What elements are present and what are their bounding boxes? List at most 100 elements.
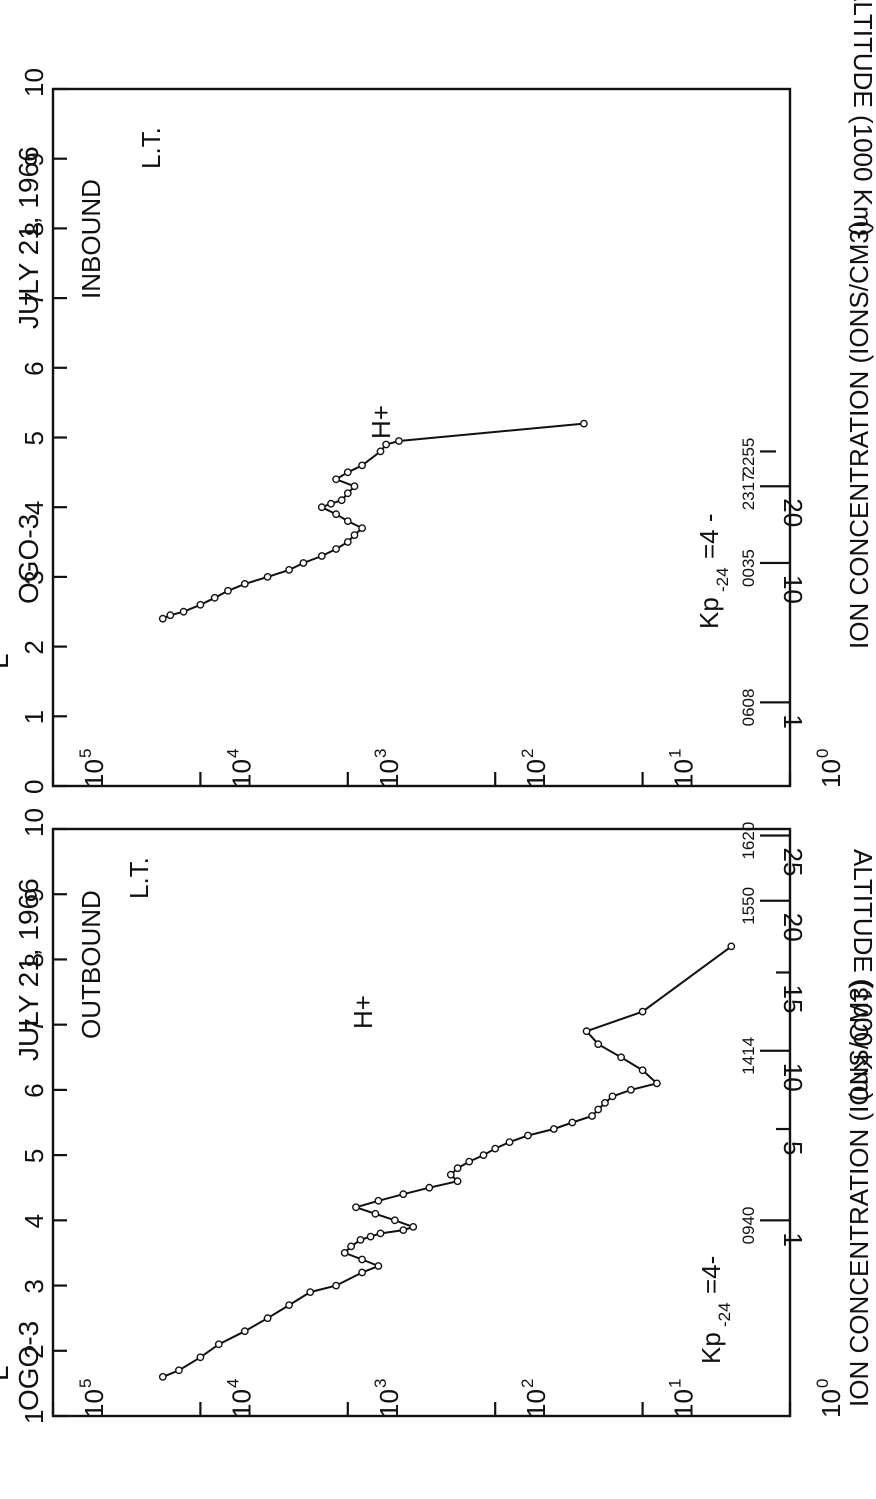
data-point — [425, 1183, 434, 1192]
l-tick-label: 3 — [19, 1279, 49, 1293]
x-tick-exponent: 1 — [666, 1379, 685, 1388]
x-tick-label: 10 — [226, 1389, 256, 1418]
data-point — [594, 1105, 603, 1114]
kp-label: Kp -24 =4 - — [694, 513, 732, 629]
data-point — [580, 419, 588, 428]
data-point — [358, 1268, 366, 1277]
data-point — [582, 1027, 591, 1036]
data-point — [366, 1232, 375, 1241]
x-tick-exponent: 5 — [76, 749, 95, 758]
data-point — [196, 600, 205, 609]
alt-tick-label: 10 — [778, 1063, 808, 1092]
data-point — [196, 1353, 205, 1362]
svg-text:=4-: =4- — [696, 1256, 726, 1294]
l-tick-label: 2 — [19, 1344, 49, 1358]
svg-text:Kp: Kp — [696, 1332, 726, 1364]
lt-tick-label: 1550 — [739, 887, 758, 925]
lt-tick-label: 0940 — [739, 1207, 758, 1245]
x-tick-label: 10 — [226, 759, 256, 788]
data-point — [376, 447, 385, 456]
data-point — [594, 1040, 603, 1049]
data-point — [263, 1314, 272, 1323]
data-point — [727, 942, 736, 951]
data-point — [638, 1066, 647, 1075]
data-point — [627, 1086, 635, 1094]
x-tick-exponent: 0 — [813, 1379, 832, 1388]
data-point — [224, 586, 232, 595]
satellite-label: OGO-3 — [13, 514, 44, 604]
data-point — [158, 1372, 167, 1381]
data-point — [332, 475, 340, 484]
data-point — [371, 1209, 380, 1218]
svg-text:-24: -24 — [715, 1302, 734, 1327]
data-point — [214, 1340, 223, 1349]
x-tick-exponent: 2 — [518, 749, 537, 758]
l-tick-label: 4 — [19, 501, 49, 515]
data-point — [374, 1196, 383, 1205]
data-point — [317, 503, 326, 512]
data-point — [285, 566, 293, 574]
data-point — [352, 1203, 360, 1212]
data-point — [479, 1151, 488, 1160]
data-point — [174, 1366, 183, 1375]
data-point — [343, 517, 352, 525]
data-point — [653, 1079, 661, 1088]
data-point — [638, 1007, 647, 1016]
alt-tick-label: 15 — [778, 984, 808, 1013]
plot-frame — [51, 87, 792, 788]
y-ticks: 0 1 2 3 4 5 6 7 8 9 10 — [19, 68, 67, 794]
data-point — [374, 1262, 383, 1270]
x-tick-label: 10 — [79, 1389, 109, 1418]
data-point — [409, 1223, 418, 1231]
data-point — [446, 1170, 455, 1179]
x-tick-exponent: 0 — [813, 749, 832, 758]
data-point — [524, 1131, 532, 1140]
x-tick-label: 10 — [521, 1389, 551, 1418]
lt-tick-label: 2255 — [739, 438, 758, 476]
data-point — [350, 531, 359, 539]
l-tick-label: 10 — [19, 808, 49, 837]
data-point — [358, 461, 366, 470]
data-point — [343, 468, 352, 477]
data-point — [350, 482, 359, 491]
x-tick-label: 10 — [374, 1389, 404, 1418]
x-tick-label: 10 — [669, 1389, 699, 1418]
svg-text:=4 -: =4 - — [694, 513, 724, 559]
l-tick-label: 5 — [19, 431, 49, 445]
data-point — [465, 1157, 474, 1166]
date-label: JULY 21, 1966 — [13, 878, 44, 1061]
data-point — [356, 1235, 365, 1244]
data-point — [358, 1255, 366, 1264]
y-axis-label: L — [0, 653, 14, 669]
date-label: JULY 21, 1966 — [13, 146, 44, 329]
x-tick-exponent: 4 — [223, 749, 242, 758]
data-point — [382, 440, 390, 449]
data-point — [608, 1092, 617, 1101]
data-point — [617, 1053, 625, 1062]
data-point — [550, 1125, 558, 1133]
alt-tick-label: 10 — [778, 575, 808, 604]
data-point — [317, 552, 326, 560]
data-point — [347, 1242, 355, 1251]
lt-tick-label: 2317 — [739, 472, 758, 510]
x-tick-label: 10 — [521, 759, 551, 788]
x-tick-label: 10 — [816, 1389, 846, 1418]
pass-label: INBOUND — [76, 179, 106, 299]
x-tick-label: 10 — [816, 759, 846, 788]
l-tick-label: 9 — [19, 152, 49, 166]
data-point — [332, 1281, 340, 1290]
data-point — [491, 1144, 500, 1153]
data-point — [358, 524, 366, 532]
l-tick-label: 1 — [19, 710, 49, 724]
kp-label: Kp -24 =4- — [696, 1256, 734, 1364]
data-point — [285, 1301, 293, 1310]
alt-axis-label: ALTITUDE (1000 Km) — [848, 0, 876, 236]
alt-tick-label: 1 — [778, 714, 808, 728]
data-point — [376, 1229, 385, 1238]
